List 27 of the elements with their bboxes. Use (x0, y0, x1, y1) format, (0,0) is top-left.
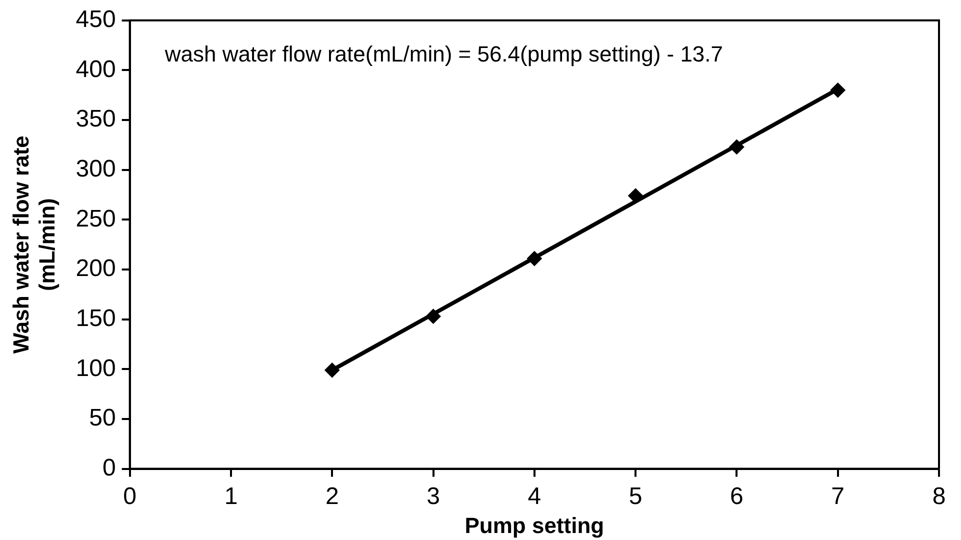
x-tick-label: 3 (426, 482, 440, 510)
point (324, 362, 340, 378)
point (830, 82, 846, 98)
y-tick-label: 100 (76, 354, 116, 382)
y-tick-label: 450 (76, 6, 116, 34)
point (426, 308, 441, 324)
x-tick-label: 8 (932, 482, 946, 510)
y-tick-label: 0 (102, 454, 116, 482)
x-tick-label: 2 (325, 482, 339, 510)
y-tick-label: 400 (76, 56, 116, 83)
y-tick-label: 350 (76, 106, 116, 133)
x-tick-label: 0 (123, 482, 137, 510)
point (526, 251, 542, 266)
y-tick-label: 150 (76, 304, 116, 332)
x-tick-label: 6 (730, 482, 744, 510)
x-axis-title: Pump setting (464, 512, 604, 538)
y-axis-title: Wash water flow rate (mL/min) (8, 136, 60, 354)
annotation: wash water flow rate(mL/min) = 56.4(pump setting) - 13.7 (164, 41, 724, 66)
y-tick-label: 200 (76, 255, 116, 282)
point (729, 139, 744, 154)
x-tick-label: 1 (224, 482, 238, 510)
y-tick-label: 50 (89, 404, 116, 432)
x-tick-label: 4 (528, 482, 542, 510)
x-tick-label: 7 (831, 482, 845, 510)
y-tick-label: 300 (76, 155, 116, 182)
y-tick-label: 250 (76, 205, 116, 232)
x-tick-label: 5 (628, 482, 642, 510)
